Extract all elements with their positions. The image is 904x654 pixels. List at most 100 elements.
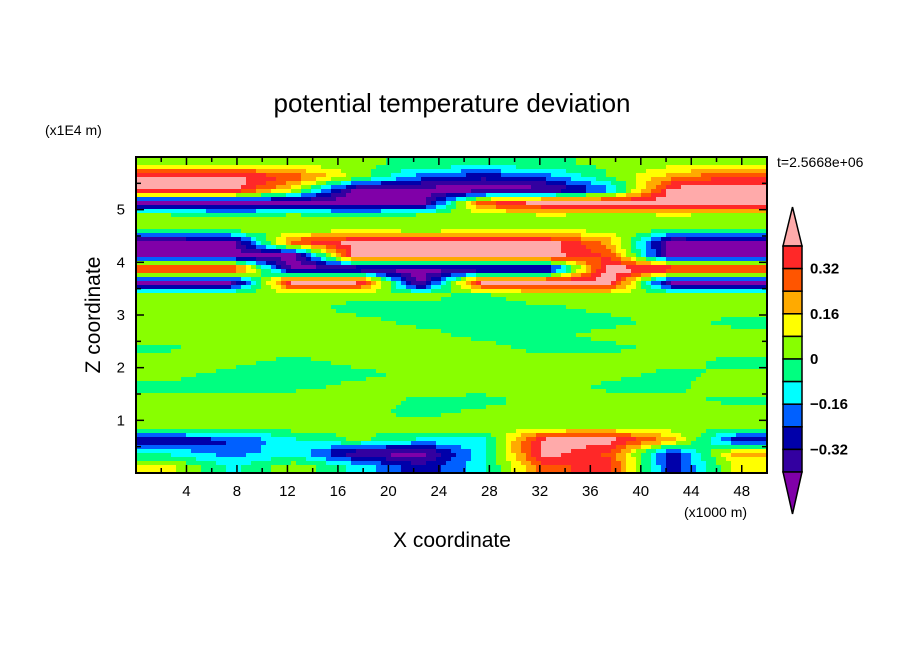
contour-cell	[291, 161, 297, 166]
contour-cell	[336, 181, 342, 186]
contour-cell	[341, 237, 347, 242]
contour-cell	[421, 181, 427, 186]
contour-cell	[276, 293, 282, 298]
contour-cell	[626, 221, 632, 226]
contour-cell	[186, 277, 192, 282]
contour-cell	[221, 257, 227, 262]
contour-cell	[166, 225, 172, 230]
contour-cell	[661, 197, 667, 202]
contour-cell	[256, 241, 262, 246]
contour-cell	[441, 237, 447, 242]
contour-cell	[616, 297, 622, 302]
contour-cell	[726, 229, 732, 234]
contour-cell	[581, 209, 587, 214]
contour-cell	[236, 269, 242, 274]
contour-cell	[156, 165, 162, 170]
contour-cell	[241, 197, 247, 202]
contour-cell	[446, 173, 452, 178]
contour-cell	[386, 293, 392, 298]
contour-cell	[371, 221, 377, 226]
contour-cell	[411, 213, 417, 218]
contour-cell	[506, 277, 512, 282]
contour-cell	[511, 277, 517, 282]
contour-cell	[291, 273, 297, 278]
contour-cell	[156, 305, 162, 310]
contour-cell	[366, 261, 372, 266]
contour-cell	[631, 209, 637, 214]
contour-cell	[226, 273, 232, 278]
contour-cell	[176, 237, 182, 242]
contour-cell	[571, 221, 577, 226]
contour-cell	[366, 301, 372, 306]
contour-cell	[546, 177, 552, 182]
contour-cell	[156, 281, 162, 286]
contour-cell	[431, 305, 437, 310]
contour-cell	[376, 301, 382, 306]
contour-cell	[456, 169, 462, 174]
contour-cell	[566, 285, 572, 290]
contour-cell	[331, 305, 337, 310]
contour-cell	[136, 285, 142, 290]
contour-cell	[146, 277, 152, 282]
contour-cell	[646, 273, 652, 278]
contour-cell	[746, 213, 752, 218]
contour-cell	[341, 277, 347, 282]
contour-cell	[451, 161, 457, 166]
contour-cell	[551, 197, 557, 202]
contour-cell	[521, 213, 527, 218]
contour-cell	[401, 253, 407, 258]
contour-cell	[606, 245, 612, 250]
contour-cell	[591, 245, 597, 250]
contour-cell	[201, 181, 207, 186]
contour-cell	[246, 209, 252, 214]
contour-cell	[156, 177, 162, 182]
contour-cell	[206, 309, 212, 314]
contour-cell	[426, 289, 432, 294]
contour-cell	[196, 217, 202, 222]
contour-cell	[361, 273, 367, 278]
contour-cell	[481, 289, 487, 294]
contour-cell	[311, 193, 317, 198]
contour-cell	[321, 297, 327, 302]
contour-cell	[476, 285, 482, 290]
contour-cell	[251, 257, 257, 262]
contour-cell	[311, 293, 317, 298]
contour-cell	[626, 281, 632, 286]
contour-cell	[221, 249, 227, 254]
contour-cell	[491, 301, 497, 306]
contour-cell	[471, 293, 477, 298]
contour-cell	[521, 217, 527, 222]
contour-cell	[526, 157, 532, 162]
contour-cell	[736, 253, 742, 258]
contour-cell	[191, 237, 197, 242]
contour-cell	[536, 193, 542, 198]
contour-cell	[401, 205, 407, 210]
contour-cell	[306, 185, 312, 190]
contour-cell	[191, 209, 197, 214]
contour-cell	[591, 289, 597, 294]
contour-cell	[536, 205, 542, 210]
contour-cell	[456, 165, 462, 170]
contour-cell	[246, 169, 252, 174]
contour-cell	[256, 185, 262, 190]
contour-cell	[286, 181, 292, 186]
contour-cell	[666, 233, 672, 238]
contour-cell	[751, 209, 757, 214]
contour-cell	[291, 197, 297, 202]
contour-cell	[206, 217, 212, 222]
contour-cell	[741, 277, 747, 282]
contour-cell	[221, 169, 227, 174]
contour-cell	[296, 169, 302, 174]
contour-cell	[256, 233, 262, 238]
contour-cell	[661, 269, 667, 274]
contour-cell	[621, 301, 627, 306]
contour-cell	[586, 289, 592, 294]
contour-cell	[756, 173, 762, 178]
contour-cell	[746, 177, 752, 182]
contour-cell	[146, 261, 152, 266]
contour-cell	[386, 173, 392, 178]
contour-cell	[356, 205, 362, 210]
contour-cell	[376, 285, 382, 290]
contour-cell	[311, 209, 317, 214]
contour-cell	[506, 209, 512, 214]
